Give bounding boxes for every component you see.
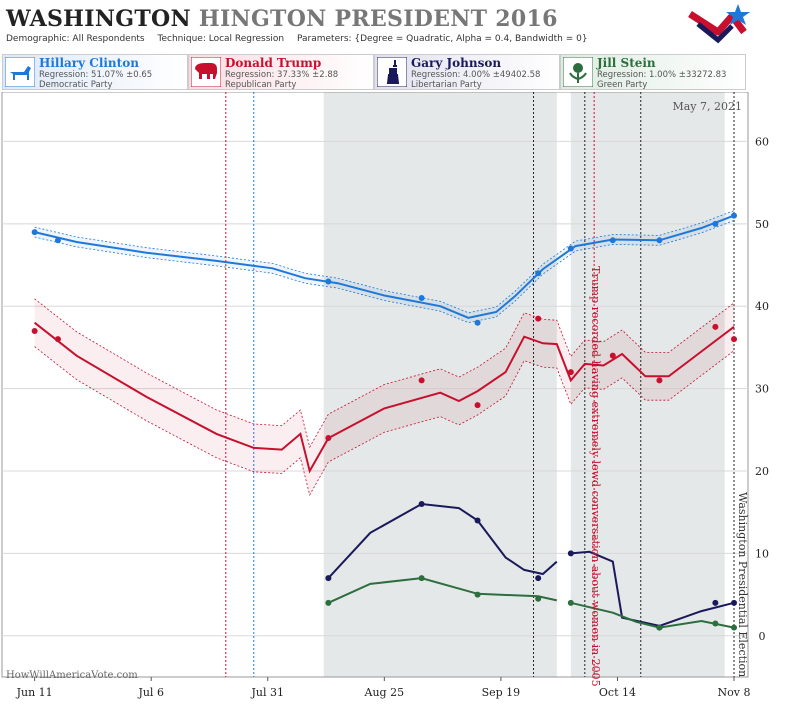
plot-frame <box>1 92 749 678</box>
data-point <box>325 278 332 285</box>
candidate-card-clinton[interactable]: Hillary Clinton Regression: 51.07% ±0.65… <box>2 54 188 90</box>
donkey-icon <box>5 57 35 87</box>
technique-label: Technique: Local Regression <box>157 34 285 44</box>
x-tick-label: Aug 25 <box>364 686 405 699</box>
data-point <box>325 599 332 606</box>
y-tick-label: 50 <box>755 218 769 231</box>
data-point <box>656 377 663 384</box>
data-point <box>535 575 542 582</box>
shaded-region <box>570 92 725 677</box>
candidate-party: Green Party <box>597 80 648 90</box>
data-point <box>474 591 481 598</box>
band-lower-line <box>34 346 735 496</box>
x-tick-label: Nov 8 <box>718 686 751 699</box>
candidate-party: Democratic Party <box>39 80 113 90</box>
data-point <box>31 327 38 334</box>
data-point <box>418 500 425 507</box>
data-point <box>535 315 542 322</box>
data-point <box>731 599 738 606</box>
data-point <box>712 599 719 606</box>
data-point <box>474 517 481 524</box>
candidate-card-trump[interactable]: Donald Trump Regression: 37.33% ±2.88 Re… <box>188 54 374 90</box>
data-point <box>656 624 663 631</box>
x-tick-label: Jun 11 <box>16 686 53 699</box>
x-tick-label: Jul 31 <box>251 686 285 699</box>
x-tick-label: Jul 6 <box>137 686 164 699</box>
y-tick-label: 20 <box>755 465 769 478</box>
data-point <box>567 599 574 606</box>
event-annotation: Washington Presidential Election <box>736 492 749 677</box>
series-line <box>34 214 735 319</box>
candidate-name: Donald Trump <box>225 56 322 70</box>
y-tick-label: 10 <box>755 547 769 560</box>
data-point <box>418 575 425 582</box>
statue-of-liberty-icon <box>377 57 407 87</box>
band-upper-line <box>34 298 735 449</box>
title-race: HINGTON PRESIDENT 2016 <box>198 6 558 32</box>
source-label: HowWillAmericaVote.com <box>6 670 138 681</box>
candidate-card-stein[interactable]: Jill Stein Regression: 1.00% ±33272.83 G… <box>560 54 746 90</box>
candidate-name: Gary Johnson <box>411 56 502 70</box>
band-upper-line <box>34 210 735 314</box>
data-point <box>418 294 425 301</box>
page-title: WASHINGTON HINGTON PRESIDENT 2016 <box>6 6 558 32</box>
candidate-regression: Regression: 4.00% ±49402.58 <box>411 70 541 80</box>
data-point <box>712 220 719 227</box>
candidate-name: Hillary Clinton <box>39 56 139 70</box>
candidate-party: Republican Party <box>225 80 297 90</box>
data-point <box>656 237 663 244</box>
y-tick-label: 30 <box>755 383 769 396</box>
data-point <box>418 377 425 384</box>
data-point <box>712 323 719 330</box>
series-line <box>327 577 558 604</box>
title-state: WASHINGTON <box>6 6 191 32</box>
elephant-icon <box>191 57 221 87</box>
site-logo-icon <box>688 4 750 44</box>
data-point <box>535 595 542 602</box>
shaded-region <box>323 92 557 677</box>
x-tick-label: Sep 19 <box>482 686 521 699</box>
data-point <box>325 435 332 442</box>
data-point <box>567 369 574 376</box>
band-lower-line <box>34 220 735 324</box>
data-point <box>609 352 616 359</box>
data-point <box>712 620 719 627</box>
data-point <box>731 624 738 631</box>
parameters-line: Demographic: All Respondents Technique: … <box>6 34 598 44</box>
series-line <box>33 321 735 474</box>
date-label: May 7, 2021 <box>672 100 742 113</box>
data-point <box>474 402 481 409</box>
candidate-regression: Regression: 51.07% ±0.65 <box>39 70 153 80</box>
demographic-label: Demographic: All Respondents <box>6 34 145 44</box>
y-tick-label: 0 <box>759 630 766 643</box>
candidate-name: Jill Stein <box>597 56 656 70</box>
series-line <box>570 601 735 629</box>
data-point <box>31 229 38 236</box>
data-point <box>731 336 738 343</box>
event-annotation: Trump recorded having extremely lewd con… <box>589 266 602 687</box>
data-point <box>609 237 616 244</box>
data-point <box>325 575 332 582</box>
data-point <box>567 550 574 557</box>
data-point <box>731 212 738 219</box>
candidate-regression: Regression: 37.33% ±2.88 <box>225 70 339 80</box>
y-tick-label: 60 <box>755 135 769 148</box>
x-tick-label: Oct 14 <box>599 686 636 699</box>
data-point <box>54 237 61 244</box>
data-point <box>535 270 542 277</box>
data-point <box>474 319 481 326</box>
candidate-card-johnson[interactable]: Gary Johnson Regression: 4.00% ±49402.58… <box>374 54 560 90</box>
series-line <box>570 550 735 627</box>
candidate-regression: Regression: 1.00% ±33272.83 <box>597 70 727 80</box>
flower-icon <box>563 57 593 87</box>
data-point <box>567 245 574 252</box>
y-tick-label: 40 <box>755 300 769 313</box>
poll-chart: Trump recorded having extremely lewd con… <box>1 92 769 699</box>
data-point <box>54 336 61 343</box>
candidate-party: Libertarian Party <box>411 80 482 90</box>
parameters-label: Parameters: {Degree = Quadratic, Alpha =… <box>297 34 588 44</box>
